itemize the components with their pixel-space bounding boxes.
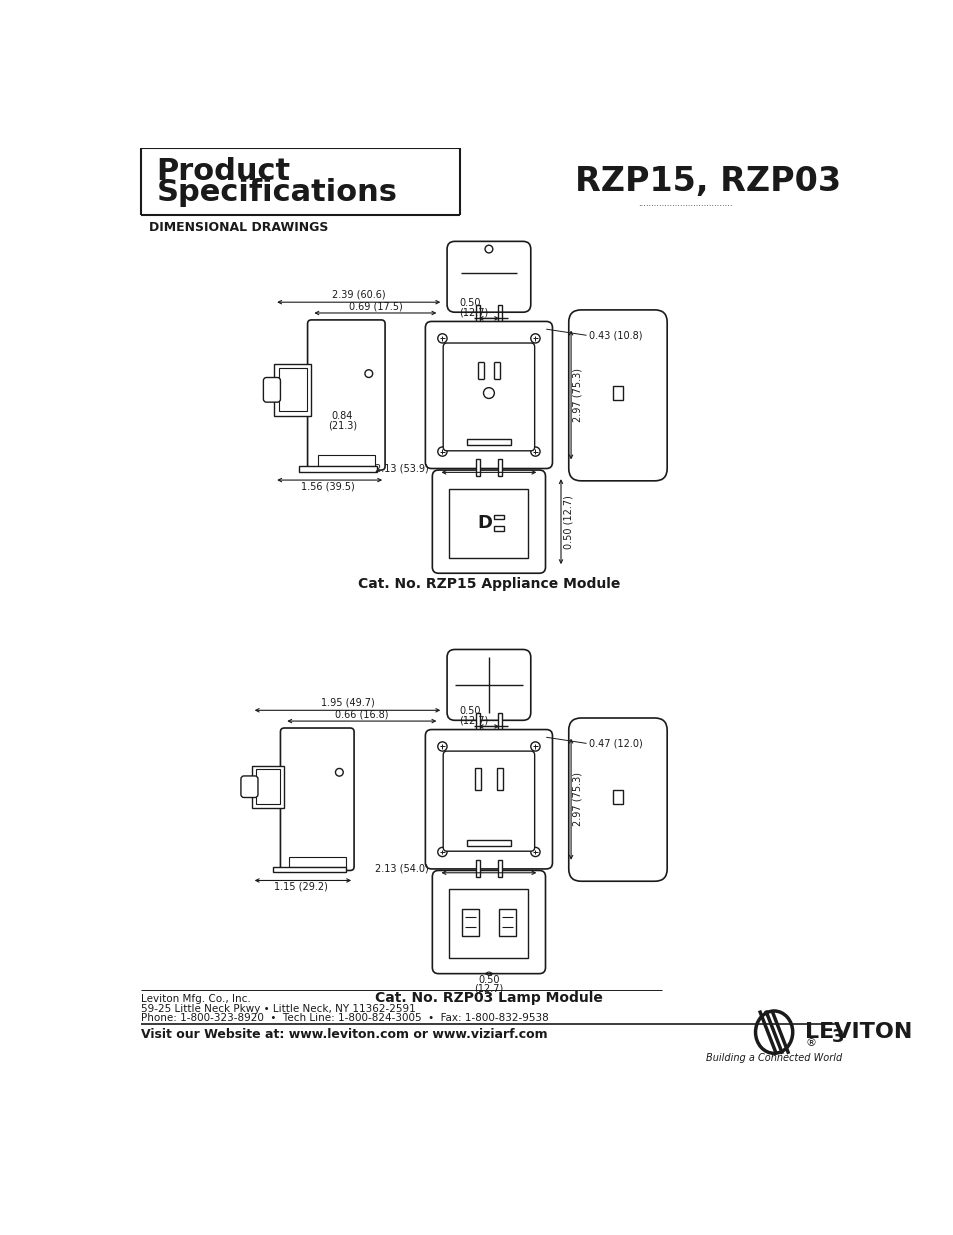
Bar bbox=[497, 459, 501, 477]
Text: Phone: 1-800-323-8920  •  Tech Line: 1-800-824-3005  •  Fax: 1-800-832-9538: Phone: 1-800-323-8920 • Tech Line: 1-800… bbox=[141, 1013, 548, 1023]
Text: 0.50: 0.50 bbox=[459, 298, 480, 308]
Bar bbox=[612, 790, 622, 804]
Bar bbox=[298, 466, 377, 472]
Bar bbox=[494, 526, 503, 531]
Text: Building a Connected World: Building a Connected World bbox=[705, 1053, 841, 1063]
Bar bbox=[476, 305, 479, 327]
Bar bbox=[497, 768, 502, 789]
Text: 0.47 (12.0): 0.47 (12.0) bbox=[588, 739, 642, 748]
Bar bbox=[612, 387, 622, 400]
Text: 2.97 (75.3): 2.97 (75.3) bbox=[572, 368, 581, 422]
Text: 0.50: 0.50 bbox=[459, 706, 480, 716]
Text: Cat. No. RZP03 Lamp Module: Cat. No. RZP03 Lamp Module bbox=[375, 992, 602, 1005]
Text: 2.13 (54.0): 2.13 (54.0) bbox=[375, 864, 429, 874]
Bar bbox=[289, 857, 345, 867]
Text: LEVITON: LEVITON bbox=[804, 1023, 911, 1042]
Bar bbox=[476, 860, 479, 877]
Bar bbox=[497, 860, 501, 877]
FancyBboxPatch shape bbox=[447, 650, 530, 720]
Text: 1.56 (39.5): 1.56 (39.5) bbox=[300, 482, 355, 492]
FancyBboxPatch shape bbox=[263, 378, 280, 403]
Bar bbox=[497, 305, 501, 327]
Text: 2.13 (53.9): 2.13 (53.9) bbox=[375, 463, 429, 473]
Text: (21.3): (21.3) bbox=[328, 421, 356, 431]
Text: ®: ® bbox=[804, 1037, 815, 1049]
FancyBboxPatch shape bbox=[432, 871, 545, 973]
Text: 0.50 (12.7): 0.50 (12.7) bbox=[563, 495, 573, 548]
Text: Cat. No. RZP15 Appliance Module: Cat. No. RZP15 Appliance Module bbox=[357, 577, 619, 592]
FancyBboxPatch shape bbox=[568, 718, 666, 882]
Text: Specifications: Specifications bbox=[156, 178, 397, 206]
Bar bbox=[475, 768, 480, 789]
Text: Product: Product bbox=[156, 157, 291, 185]
Text: Visit our Website at: www.leviton.com or www.viziarf.com: Visit our Website at: www.leviton.com or… bbox=[141, 1029, 547, 1041]
Bar bbox=[476, 459, 479, 477]
FancyBboxPatch shape bbox=[432, 471, 545, 573]
Text: 59-25 Little Neck Pkwy • Little Neck, NY 11362-2591: 59-25 Little Neck Pkwy • Little Neck, NY… bbox=[141, 1004, 416, 1014]
Bar bbox=[252, 766, 284, 808]
Bar bbox=[461, 909, 478, 936]
Text: (12.7): (12.7) bbox=[459, 308, 488, 317]
Text: 0.43 (10.8): 0.43 (10.8) bbox=[588, 330, 641, 341]
Text: 0.69 (17.5): 0.69 (17.5) bbox=[348, 301, 402, 311]
FancyBboxPatch shape bbox=[443, 343, 534, 451]
FancyBboxPatch shape bbox=[307, 320, 385, 471]
Text: (12.7): (12.7) bbox=[459, 715, 488, 725]
Bar bbox=[498, 909, 516, 936]
Bar bbox=[476, 713, 479, 736]
Bar bbox=[317, 456, 375, 466]
FancyBboxPatch shape bbox=[447, 241, 530, 312]
Text: RZP15, RZP03: RZP15, RZP03 bbox=[575, 164, 841, 198]
Text: ....................................: .................................... bbox=[638, 199, 732, 209]
Ellipse shape bbox=[755, 1011, 792, 1053]
Text: 2.97 (75.3): 2.97 (75.3) bbox=[572, 772, 581, 826]
Bar bbox=[278, 368, 307, 411]
Text: 0.50: 0.50 bbox=[477, 974, 499, 984]
Bar bbox=[274, 363, 311, 416]
Text: D: D bbox=[477, 514, 492, 532]
Text: 1.95 (49.7): 1.95 (49.7) bbox=[320, 698, 374, 708]
FancyBboxPatch shape bbox=[425, 321, 552, 468]
Bar bbox=[467, 440, 510, 446]
FancyBboxPatch shape bbox=[280, 727, 354, 871]
Text: Leviton Mfg. Co., Inc.: Leviton Mfg. Co., Inc. bbox=[141, 994, 251, 1004]
Text: 2.39 (60.6): 2.39 (60.6) bbox=[332, 289, 385, 300]
Text: 0.66 (16.8): 0.66 (16.8) bbox=[335, 709, 388, 719]
Text: 0.84: 0.84 bbox=[332, 411, 353, 421]
Bar bbox=[449, 889, 528, 958]
FancyBboxPatch shape bbox=[568, 310, 666, 480]
Circle shape bbox=[484, 246, 493, 253]
FancyBboxPatch shape bbox=[425, 730, 552, 869]
Bar bbox=[274, 867, 346, 872]
FancyBboxPatch shape bbox=[443, 751, 534, 851]
FancyBboxPatch shape bbox=[241, 776, 257, 798]
Bar bbox=[255, 769, 280, 804]
Bar bbox=[497, 713, 501, 736]
Text: 3: 3 bbox=[831, 1029, 843, 1046]
Bar bbox=[449, 489, 528, 558]
Text: DIMENSIONAL DRAWINGS: DIMENSIONAL DRAWINGS bbox=[149, 221, 328, 233]
Text: (12.7): (12.7) bbox=[474, 983, 503, 993]
Text: 1.15 (29.2): 1.15 (29.2) bbox=[274, 882, 328, 892]
Bar bbox=[467, 840, 510, 846]
Bar bbox=[494, 515, 503, 520]
